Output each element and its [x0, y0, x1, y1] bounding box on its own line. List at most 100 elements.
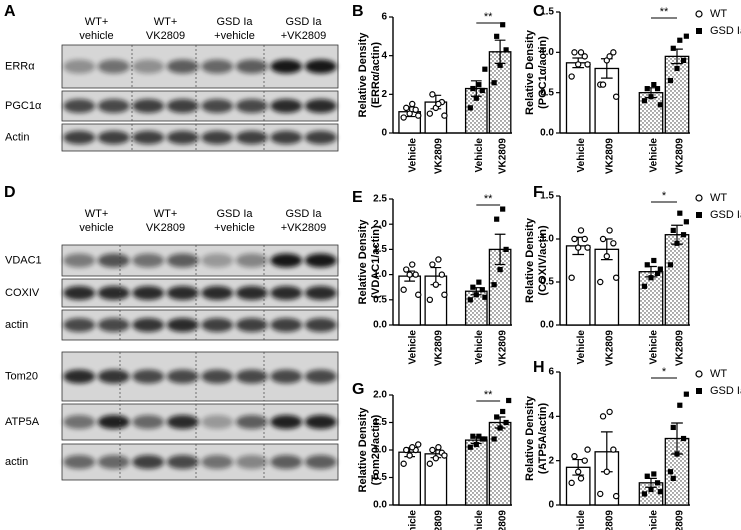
blot-band: [304, 99, 337, 113]
y-tick-label: 4: [381, 50, 387, 61]
y-tick-label: 1.0: [373, 269, 387, 280]
row-label: ERRα: [5, 60, 35, 72]
blot-band: [235, 59, 268, 74]
bar: [398, 451, 422, 506]
blot-band: [166, 318, 199, 332]
data-point: [491, 80, 497, 86]
row-label: PGC1α: [5, 100, 42, 112]
data-point: [677, 37, 683, 43]
x-tick-label: Vehicle: [407, 330, 418, 365]
data-point: [651, 82, 657, 88]
blot-band: [63, 415, 96, 429]
blot-band: [132, 286, 165, 300]
blot-band: [63, 286, 96, 300]
lane-header: GSD Ia: [285, 16, 322, 28]
blot-band: [235, 318, 268, 332]
blot-band: [201, 286, 234, 300]
y-axis-label: (ATP5A/actin): [537, 403, 549, 475]
data-point: [644, 473, 650, 479]
blot-band: [166, 415, 199, 429]
data-point: [406, 110, 413, 117]
x-tick-label: Vehicle: [649, 330, 660, 365]
lane-header: vehicle: [79, 222, 113, 234]
blot-band: [304, 369, 337, 384]
blot-band: [166, 369, 199, 384]
blot-band: [304, 253, 337, 268]
data-point: [599, 413, 607, 420]
data-point: [470, 433, 476, 439]
panel-letter: H: [533, 359, 545, 376]
data-point: [476, 279, 482, 285]
blot-band: [63, 130, 96, 145]
legend-marker: [696, 212, 702, 218]
y-tick-label: 1.5: [373, 244, 387, 255]
x-tick-label: VK2809: [498, 330, 509, 367]
error-bar: [494, 233, 506, 266]
data-point: [470, 85, 476, 92]
data-point: [584, 244, 591, 251]
x-tick-label: VK2809: [675, 330, 686, 367]
panel-letter: F: [533, 184, 543, 201]
data-point: [473, 441, 479, 448]
data-point: [400, 460, 407, 467]
bar: [594, 248, 620, 326]
significance-label: **: [660, 6, 669, 18]
legend-label: WT: [710, 8, 727, 20]
x-tick-label: VK2809: [604, 510, 615, 530]
data-point: [674, 451, 680, 457]
data-point: [657, 266, 663, 272]
data-point: [494, 414, 500, 420]
y-axis-label: Relative Density: [524, 29, 536, 115]
blot-band: [97, 286, 130, 300]
x-tick-label: Vehicle: [407, 510, 418, 530]
blot-band: [270, 369, 303, 384]
bar: [565, 62, 591, 134]
data-point: [575, 244, 582, 251]
blot-band: [201, 253, 234, 268]
data-point: [610, 49, 617, 56]
data-point: [412, 106, 419, 114]
legend-marker: [695, 194, 703, 202]
y-tick-label: 6: [381, 12, 387, 23]
data-point: [400, 114, 407, 121]
data-point: [670, 45, 676, 51]
data-point: [429, 91, 436, 98]
blot-band: [270, 415, 303, 429]
significance-label: **: [484, 193, 493, 205]
data-point: [584, 446, 591, 453]
x-tick-label: VK2809: [675, 138, 686, 175]
panel-letter: C: [533, 3, 545, 20]
lane-header: WT+: [85, 16, 109, 28]
data-point: [476, 82, 482, 88]
x-tick-label: Vehicle: [474, 138, 485, 173]
data-point: [610, 446, 617, 453]
data-point: [648, 486, 654, 493]
data-point: [412, 271, 419, 278]
lane-header: WT+: [85, 208, 109, 220]
data-point: [597, 278, 604, 286]
blot-band: [132, 455, 165, 469]
data-point: [503, 419, 509, 426]
blot-band: [132, 318, 165, 332]
x-tick-label: VK2809: [433, 138, 444, 175]
panel-letter: A: [4, 3, 16, 20]
data-point: [680, 232, 687, 238]
blot-band: [166, 130, 199, 145]
panel-letter: B: [352, 3, 364, 20]
blot-band: [166, 455, 199, 469]
blot-band: [304, 286, 337, 300]
data-point: [403, 266, 410, 273]
data-point: [651, 471, 657, 477]
y-axis-label: Relative Density: [357, 32, 369, 118]
data-point: [674, 240, 680, 246]
data-point: [429, 446, 436, 454]
y-axis-label: (PGC1α/actin): [537, 36, 549, 109]
data-point: [506, 397, 512, 404]
y-tick-label: 0.0: [540, 128, 554, 139]
lane-header: +VK2809: [281, 222, 327, 234]
data-point: [674, 65, 680, 72]
y-tick-label: 2: [548, 455, 554, 466]
blot-band: [132, 253, 165, 268]
data-point: [441, 452, 448, 459]
blot-band: [304, 318, 337, 332]
